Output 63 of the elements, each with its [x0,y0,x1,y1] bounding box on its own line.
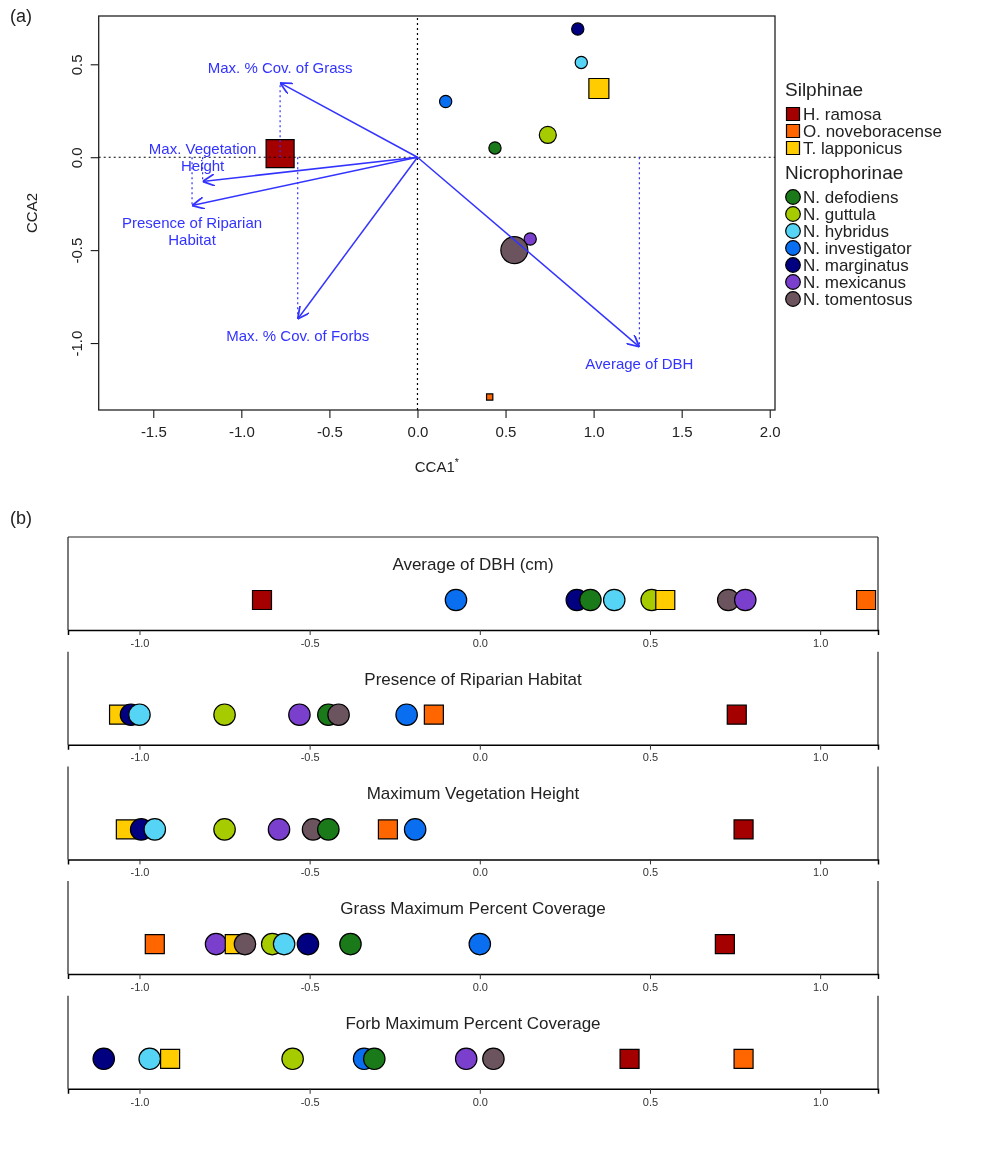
y-tick-label: 0.5 [67,54,85,76]
x-tick-label: 1.0 [812,636,829,649]
annotation: Max. Vegetation Height [148,140,257,175]
x-tick-label: 0.5 [642,751,659,764]
x-tick-label: -0.5 [300,751,320,764]
x-tick-label: -1.0 [130,980,150,993]
x-tick-label: 1.0 [812,1095,829,1108]
x-tick-label: 0.0 [472,980,488,993]
x-tick-label: 0.5 [642,866,659,879]
annotation: Max. % Cov. of Forbs [226,326,370,344]
x-tick-label: 1.0 [583,422,605,440]
text: Average of DBH (cm) [392,555,554,574]
x-tick-label: 0.5 [642,636,659,649]
legend-label: N. hybridus [803,222,889,241]
text: Silphinae [785,79,864,100]
text: Grass Maximum Percent Coverage [340,899,606,919]
annotation: Max. % Cov. of Grass [207,58,353,76]
x-tick-label: 0.5 [495,422,517,440]
legend-label: N. defodiens [803,188,899,207]
text: (a) [10,6,32,26]
x-tick-label: -1.0 [130,866,150,879]
x-tick-label: -1.0 [228,422,255,440]
annotation: Presence of Riparian Habitat [122,213,263,248]
x-tick-label: -1.0 [130,1095,150,1108]
text: Maximum Vegetation Height [366,784,580,804]
x-tick-label: -1.0 [130,751,150,764]
text: Presence of Riparian Habitat [364,669,582,689]
y-tick-label: -0.5 [67,237,85,264]
x-tick-label: 1.0 [812,980,829,993]
x-tick-label: -0.5 [300,980,320,993]
legend-label: N. marginatus [803,256,909,275]
x-tick-label: 1.0 [812,866,829,879]
legend-label: T. lapponicus [803,139,903,158]
legend-label: N. investigator [803,239,912,258]
x-tick-label: -0.5 [300,866,320,879]
x-tick-label: 0.0 [472,636,488,649]
x-tick-label: 2.0 [759,422,781,440]
legend-label: O. noveboracense [803,122,942,141]
x-tick-label: -1.5 [140,422,167,440]
legend-label: N. mexicanus [803,273,906,292]
text: Forb Maximum Percent Coverage [345,1013,601,1033]
x-tick-label: 0.0 [472,751,488,764]
y-tick-label: -1.0 [67,330,85,357]
x-tick-label: 1.5 [671,422,693,440]
legend-label: N. guttula [803,205,877,224]
text: (b) [10,508,32,528]
x-tick-label: 0.0 [472,866,488,879]
y-tick-label: 0.0 [67,147,85,169]
x-tick-label: 1.0 [812,751,829,764]
x-tick-label: 0.5 [642,1095,659,1108]
x-tick-label: -0.5 [300,636,320,649]
x-tick-label: -0.5 [316,422,343,440]
x-tick-label: 0.0 [407,422,429,440]
annotation: Average of DBH [585,354,694,372]
x-tick-label: -0.5 [300,1095,320,1108]
legend-label: N. tomentosus [803,290,913,309]
x-tick-label: 0.5 [642,980,659,993]
x-tick-label: -1.0 [130,636,150,649]
x-tick-label: 0.0 [472,1095,488,1108]
legend-label: H. ramosa [803,105,882,124]
y-axis-title: CCA2 [22,192,40,234]
text: Nicrophorinae [785,162,904,183]
x-axis-title: CCA1$^{*}$ [414,456,459,475]
